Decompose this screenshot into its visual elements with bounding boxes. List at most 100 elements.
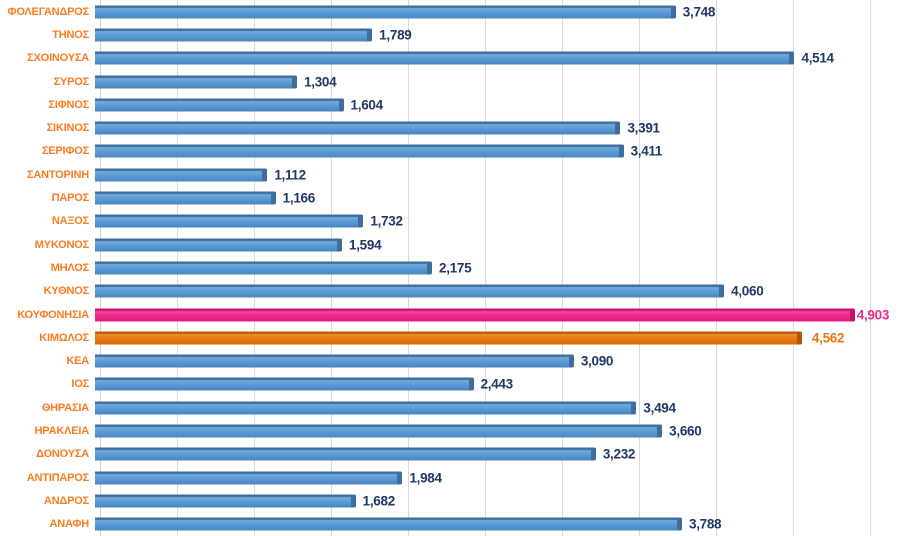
chart-row: ΣΧΟΙΝΟΥΣΑ 4,514	[0, 47, 907, 70]
bar-orange	[95, 331, 802, 345]
category-label: ΑΝΑΦΗ	[49, 518, 89, 531]
bar-track: 2,175	[95, 256, 907, 279]
chart-row: ΜΗΛΟΣ 2,175	[0, 256, 907, 279]
bar-blue	[95, 191, 276, 205]
category-label: ΣΙΦΝΟΣ	[48, 98, 89, 111]
chart-row: ΣΙΦΝΟΣ 1,604	[0, 93, 907, 116]
category-label: ΠΑΡΟΣ	[51, 192, 90, 205]
bar-end-cap	[796, 331, 802, 345]
category-label: ΜΥΚΟΝΟΣ	[34, 238, 89, 251]
bar-track: 3,748	[95, 0, 907, 23]
chart-row: ΗΡΑΚΛΕΙΑ 3,660	[0, 419, 907, 442]
value-label: 4,514	[801, 50, 834, 66]
bar-blue	[95, 51, 795, 65]
value-label: 2,443	[480, 376, 514, 392]
bar-end-cap	[719, 284, 725, 298]
chart-row: ΙΟΣ 2,443	[0, 373, 907, 396]
bar-blue	[95, 28, 373, 42]
bar-track: 1,789	[95, 23, 907, 46]
bar-track: 1,984	[95, 466, 907, 489]
bar-end-cap	[670, 5, 676, 19]
bar-blue	[95, 121, 621, 135]
bar-blue	[95, 354, 574, 368]
category-label: ΘΗΡΑΣΙΑ	[41, 401, 89, 414]
chart-row: ΣΥΡΟΣ 1,304	[0, 70, 907, 93]
chart-row: ΚΙΜΩΛΟΣ 4,562	[0, 326, 907, 349]
category-label: ΚΥΘΝΟΣ	[43, 285, 90, 298]
bar-track: 3,391	[95, 116, 907, 139]
chart-row: ΤΗΝΟΣ 1,789	[0, 23, 907, 46]
bar-track: 1,594	[95, 233, 907, 256]
bar-end-cap	[338, 98, 344, 112]
bar-end-cap	[350, 494, 356, 508]
bar-end-cap	[427, 261, 433, 275]
bar-blue	[95, 238, 342, 252]
value-label: 1,112	[274, 167, 306, 183]
value-label: 1,732	[370, 213, 403, 229]
category-label: ΑΝΔΡΟΣ	[43, 494, 89, 507]
bar-blue	[95, 75, 298, 89]
bar-blue	[95, 5, 676, 19]
bar-blue	[95, 471, 403, 485]
chart-row: ΝΑΞΟΣ 1,732	[0, 210, 907, 233]
chart-row: ΘΗΡΑΣΙΑ 3,494	[0, 396, 907, 419]
chart-row: ΣΙΚΙΝΟΣ 3,391	[0, 116, 907, 139]
bar-track: 1,112	[95, 163, 907, 186]
category-label: ΜΗΛΟΣ	[50, 261, 90, 274]
category-label: ΚΕΑ	[66, 355, 89, 368]
bar-blue	[95, 401, 637, 415]
value-label: 2,175	[439, 260, 472, 276]
chart-row: ΑΝΑΦΗ 3,788	[0, 513, 907, 536]
value-label: 3,748	[682, 4, 716, 20]
value-label: 1,304	[304, 74, 337, 90]
bar-track: 4,903	[95, 303, 907, 326]
bar-track: 1,166	[95, 186, 907, 209]
category-label: ΣΕΡΙΦΟΣ	[41, 145, 89, 158]
category-label: ΚΙΜΩΛΟΣ	[39, 331, 89, 344]
bar-blue	[95, 424, 663, 438]
bar-track: 4,562	[95, 326, 907, 349]
value-label: 4,060	[731, 283, 764, 299]
category-label: ΗΡΑΚΛΕΙΑ	[34, 424, 90, 437]
chart-row: ΚΟΥΦΟΝΗΣΙΑ 4,903	[0, 303, 907, 326]
bar-end-cap	[657, 424, 663, 438]
category-label: ΔΟΝΟΥΣΑ	[36, 448, 89, 461]
bar-track: 4,514	[95, 47, 907, 70]
bar-track: 1,604	[95, 93, 907, 116]
chart-row: ΑΝΤΙΠΑΡΟΣ 1,984	[0, 466, 907, 489]
chart-row: ΜΥΚΟΝΟΣ 1,594	[0, 233, 907, 256]
bar-end-cap	[468, 377, 474, 391]
bar-blue	[95, 144, 624, 158]
bar-end-cap	[631, 401, 637, 415]
bar-track: 3,788	[95, 513, 907, 536]
bar-blue	[95, 284, 725, 298]
value-label: 4,562	[811, 330, 845, 346]
bar-blue	[95, 494, 356, 508]
bar-blue	[95, 168, 268, 182]
value-label: 3,391	[627, 120, 660, 136]
value-label: 1,166	[282, 190, 316, 206]
category-label: ΑΝΤΙΠΑΡΟΣ	[26, 471, 89, 484]
chart-row: ΦΟΛΕΓΑΝΔΡΟΣ 3,748	[0, 0, 907, 23]
value-label: 3,232	[602, 446, 636, 462]
bar-track: 1,682	[95, 489, 907, 512]
bar-pink	[95, 308, 855, 321]
category-label: ΣΧΟΙΝΟΥΣΑ	[27, 52, 89, 65]
value-label: 1,789	[379, 27, 412, 43]
category-label: ΦΟΛΕΓΑΝΔΡΟΣ	[7, 5, 90, 18]
chart-row: ΣΑΝΤΟΡΙΝΗ 1,112	[0, 163, 907, 186]
bar-end-cap	[568, 354, 574, 368]
bar-blue	[95, 98, 344, 112]
bar-end-cap	[789, 51, 795, 65]
bar-end-cap	[397, 471, 403, 485]
chart-row: ΣΕΡΙΦΟΣ 3,411	[0, 140, 907, 163]
category-label: ΝΑΞΟΣ	[51, 215, 89, 228]
bar-end-cap	[358, 214, 364, 228]
bar-end-cap	[676, 517, 682, 531]
bar-track: 4,060	[95, 280, 907, 303]
chart-row: ΔΟΝΟΥΣΑ 3,232	[0, 443, 907, 466]
bar-end-cap	[262, 168, 268, 182]
category-label: ΤΗΝΟΣ	[52, 28, 89, 41]
value-label: 1,984	[409, 470, 442, 486]
bar-blue	[95, 447, 596, 461]
